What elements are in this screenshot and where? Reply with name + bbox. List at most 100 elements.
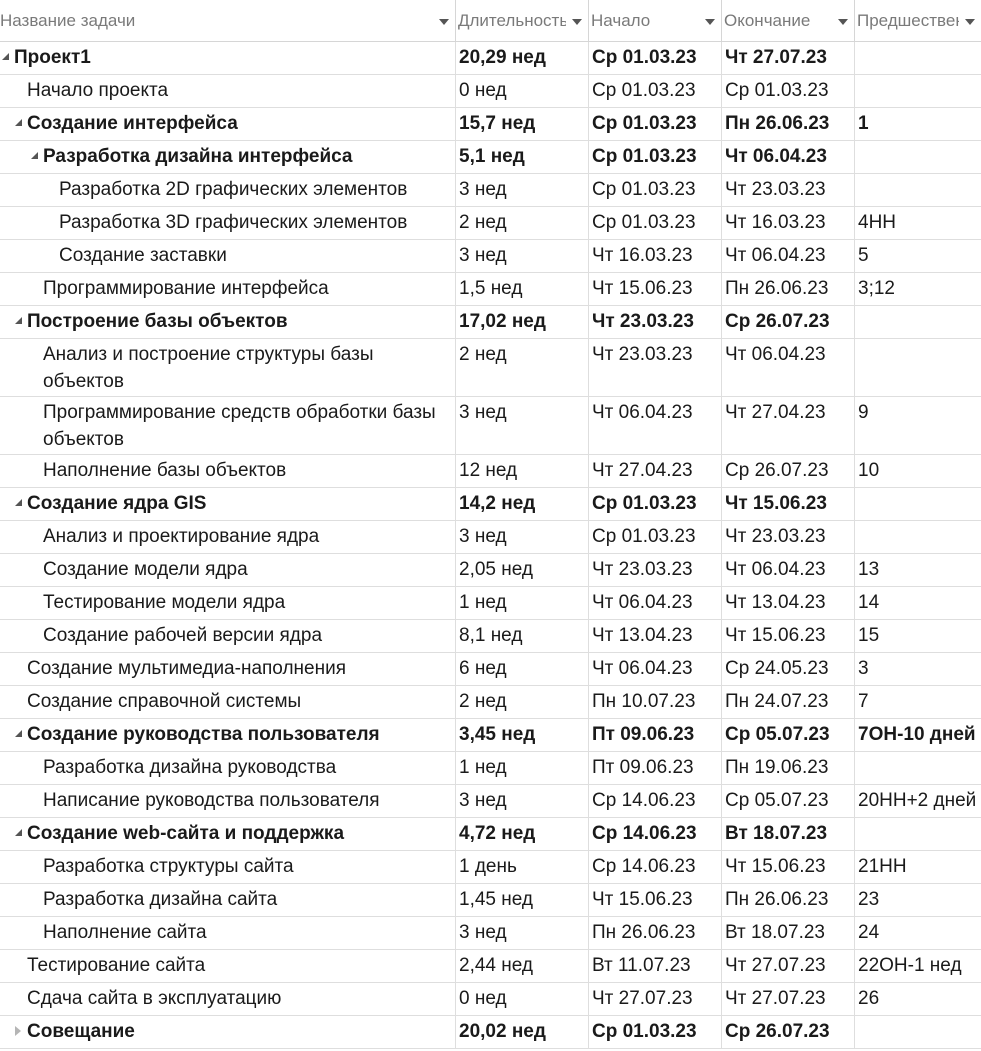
duration-cell[interactable]: 12 нед: [456, 455, 589, 487]
filter-dropdown-icon[interactable]: [572, 18, 582, 25]
finish-cell[interactable]: Чт 15.06.23: [722, 488, 855, 520]
filter-dropdown-icon[interactable]: [439, 18, 449, 25]
predecessors-cell[interactable]: 4НН: [858, 212, 897, 233]
duration-cell[interactable]: 3 нед: [456, 240, 589, 272]
finish-cell[interactable]: Пн 26.06.23: [722, 273, 855, 305]
summary-task-row[interactable]: Создание интерфейса 15,7 нед Ср 01.03.23 Пн…: [0, 108, 981, 141]
duration-cell[interactable]: 17,02 нед: [456, 306, 589, 338]
start-cell[interactable]: Чт 15.06.23: [589, 273, 722, 305]
column-header-task-name[interactable]: Название задачи: [0, 0, 456, 41]
task-row[interactable]: Создание мультимедиа-наполнения 6 нед Чт 0…: [0, 653, 981, 686]
task-name-cell[interactable]: Анализ и проектирование ядра: [0, 521, 456, 553]
start-cell[interactable]: Пт 09.06.23: [589, 752, 722, 784]
collapse-toggle[interactable]: [15, 730, 25, 737]
start-cell[interactable]: Ср 01.03.23: [589, 108, 722, 140]
duration-cell[interactable]: 0 нед: [456, 983, 589, 1015]
start-cell[interactable]: Чт 06.04.23: [589, 653, 722, 685]
finish-cell[interactable]: Чт 06.04.23: [722, 339, 855, 396]
task-name-cell[interactable]: Совещание: [0, 1016, 456, 1048]
task-row[interactable]: Разработка 3D графических элементов 2 нед…: [0, 207, 981, 240]
predecessors-cell[interactable]: [855, 521, 981, 553]
task-row[interactable]: Написание руководства пользователя 3 нед С…: [0, 785, 981, 818]
duration-cell[interactable]: 2 нед: [456, 339, 589, 396]
finish-cell[interactable]: Чт 15.06.23: [722, 851, 855, 883]
finish-cell[interactable]: Вт 18.07.23: [722, 818, 855, 850]
predecessors-cell[interactable]: [855, 42, 981, 74]
start-cell[interactable]: Ср 01.03.23: [589, 1016, 722, 1048]
duration-cell[interactable]: 3 нед: [456, 521, 589, 553]
task-row[interactable]: Начало проекта 0 нед Ср 01.03.23 Ср 01.03.2…: [0, 75, 981, 108]
start-cell[interactable]: Чт 23.03.23: [589, 339, 722, 396]
task-name-cell[interactable]: Создание справочной системы: [0, 686, 456, 718]
task-name-cell[interactable]: Создание заставки: [0, 240, 456, 272]
task-name-cell[interactable]: Наполнение базы объектов: [0, 455, 456, 487]
predecessors-cell[interactable]: [855, 141, 981, 173]
predecessors-cell[interactable]: 5: [858, 245, 869, 266]
task-name-cell[interactable]: Создание ядра GIS: [0, 488, 456, 520]
task-name-cell[interactable]: Создание интерфейса: [0, 108, 456, 140]
start-cell[interactable]: Пн 26.06.23: [589, 917, 722, 949]
duration-cell[interactable]: 4,72 нед: [456, 818, 589, 850]
task-row[interactable]: Разработка дизайна руководства 1 нед Пт 09…: [0, 752, 981, 785]
duration-cell[interactable]: 1 нед: [456, 587, 589, 619]
predecessors-cell[interactable]: 10: [858, 460, 880, 481]
filter-dropdown-icon[interactable]: [965, 18, 975, 25]
start-cell[interactable]: Пн 10.07.23: [589, 686, 722, 718]
task-row[interactable]: Анализ и построение структуры базы объек…: [0, 339, 981, 397]
finish-cell[interactable]: Ср 01.03.23: [722, 75, 855, 107]
start-cell[interactable]: Чт 27.04.23: [589, 455, 722, 487]
predecessors-cell[interactable]: 26: [858, 988, 880, 1009]
duration-cell[interactable]: 5,1 нед: [456, 141, 589, 173]
collapse-toggle[interactable]: [15, 119, 25, 126]
task-row[interactable]: Создание справочной системы 2 нед Пн 10.07…: [0, 686, 981, 719]
finish-cell[interactable]: Ср 24.05.23: [722, 653, 855, 685]
task-name-cell[interactable]: Создание рабочей версии ядра: [0, 620, 456, 652]
duration-cell[interactable]: 6 нед: [456, 653, 589, 685]
predecessors-cell[interactable]: [855, 174, 981, 206]
column-header-duration[interactable]: Длительность: [456, 0, 589, 41]
duration-cell[interactable]: 3 нед: [456, 397, 589, 454]
task-row[interactable]: Тестирование модели ядра 1 нед Чт 06.04.23…: [0, 587, 981, 620]
predecessors-cell[interactable]: 14: [858, 592, 880, 613]
finish-cell[interactable]: Чт 16.03.23: [722, 207, 855, 239]
predecessors-cell[interactable]: 20НН+2 дней: [858, 790, 977, 811]
start-cell[interactable]: Ср 01.03.23: [589, 75, 722, 107]
finish-cell[interactable]: Вт 18.07.23: [722, 917, 855, 949]
finish-cell[interactable]: Ср 05.07.23: [722, 719, 855, 751]
task-row[interactable]: Разработка 2D графических элементов 3 нед…: [0, 174, 981, 207]
finish-cell[interactable]: Чт 27.07.23: [722, 950, 855, 982]
predecessors-cell[interactable]: 3;12: [858, 278, 895, 299]
finish-cell[interactable]: Ср 26.07.23: [722, 306, 855, 338]
task-name-cell[interactable]: Программирование интерфейса: [0, 273, 456, 305]
duration-cell[interactable]: 1 нед: [456, 752, 589, 784]
task-name-cell[interactable]: Программирование средств обработки базы …: [0, 397, 456, 454]
column-header-predecessors[interactable]: Предшественники: [855, 0, 981, 41]
summary-task-row[interactable]: Проект1 20,29 нед Ср 01.03.23 Чт 27.07.23: [0, 42, 981, 75]
predecessors-cell[interactable]: [855, 752, 981, 784]
task-name-cell[interactable]: Разработка дизайна интерфейса: [0, 141, 456, 173]
task-name-cell[interactable]: Тестирование сайта: [0, 950, 456, 982]
start-cell[interactable]: Чт 27.07.23: [589, 983, 722, 1015]
start-cell[interactable]: Чт 23.03.23: [589, 306, 722, 338]
collapse-toggle[interactable]: [2, 53, 12, 60]
task-row[interactable]: Наполнение базы объектов 12 нед Чт 27.04.2…: [0, 455, 981, 488]
finish-cell[interactable]: Пн 26.06.23: [722, 884, 855, 916]
start-cell[interactable]: Ср 01.03.23: [589, 174, 722, 206]
start-cell[interactable]: Ср 01.03.23: [589, 207, 722, 239]
predecessors-cell[interactable]: [855, 488, 981, 520]
duration-cell[interactable]: 3 нед: [456, 174, 589, 206]
predecessors-cell[interactable]: 7: [858, 691, 869, 712]
start-cell[interactable]: Ср 14.06.23: [589, 785, 722, 817]
start-cell[interactable]: Ср 14.06.23: [589, 851, 722, 883]
finish-cell[interactable]: Чт 06.04.23: [722, 554, 855, 586]
task-name-cell[interactable]: Разработка 3D графических элементов: [0, 207, 456, 239]
predecessors-cell[interactable]: 15: [858, 625, 880, 646]
duration-cell[interactable]: 1,5 нед: [456, 273, 589, 305]
column-header-start[interactable]: Начало: [589, 0, 722, 41]
start-cell[interactable]: Чт 23.03.23: [589, 554, 722, 586]
task-row[interactable]: Разработка структуры сайта 1 день Ср 14.06…: [0, 851, 981, 884]
duration-cell[interactable]: 20,02 нед: [456, 1016, 589, 1048]
task-name-cell[interactable]: Разработка 2D графических элементов: [0, 174, 456, 206]
finish-cell[interactable]: Чт 27.07.23: [722, 42, 855, 74]
start-cell[interactable]: Пт 09.06.23: [589, 719, 722, 751]
